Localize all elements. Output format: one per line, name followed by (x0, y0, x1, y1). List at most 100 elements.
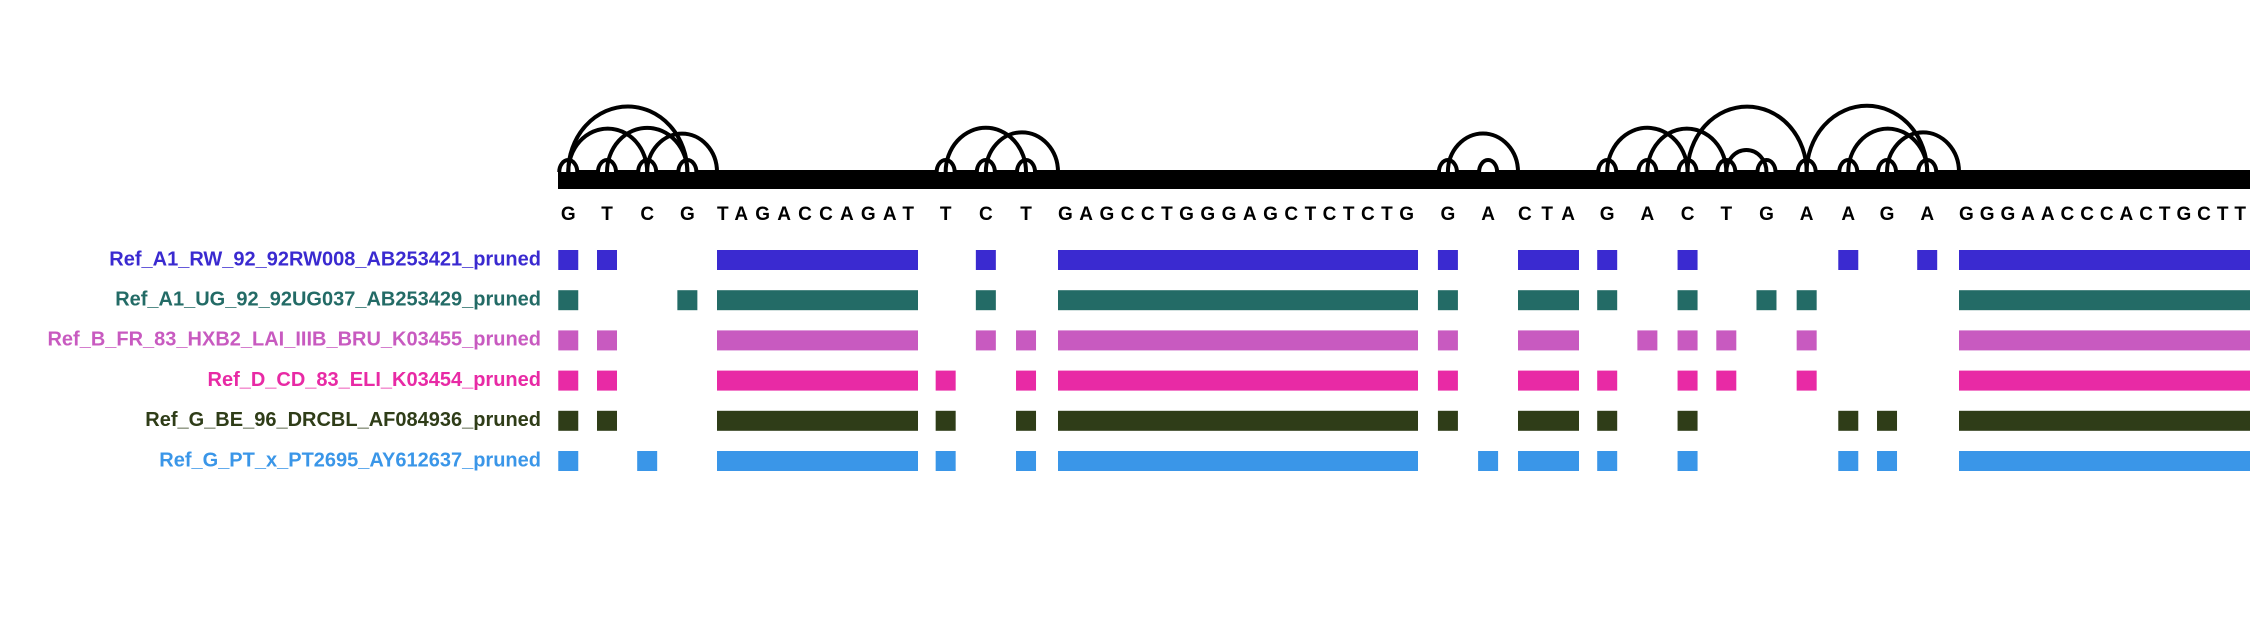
node-box (717, 370, 918, 391)
node-box (1877, 410, 1898, 431)
node-box (1838, 451, 1859, 471)
node-box (558, 330, 579, 351)
node-box (1437, 290, 1458, 311)
row-label: Ref_A1_UG_92_92UG037_AB253429_pruned (115, 288, 541, 310)
node-box (1959, 410, 2250, 431)
edge-arc (983, 130, 1060, 173)
base-label: G (1441, 204, 1456, 225)
node-box (1796, 330, 1817, 351)
base-label: A (1800, 204, 1814, 225)
base-label: TAGACCAGAT (717, 204, 914, 225)
edge-arc (1685, 104, 1809, 173)
node-box (935, 370, 956, 391)
node-box (1959, 451, 2250, 471)
node-box (717, 330, 918, 351)
node-box (1838, 250, 1859, 270)
node-box (975, 330, 996, 351)
node-box (1917, 250, 1938, 270)
row-label: Ref_G_PT_x_PT2695_AY612637_pruned (159, 449, 541, 471)
node-box (1058, 250, 1418, 270)
node-box (1959, 330, 2250, 351)
node-box (597, 370, 618, 391)
node-box (1058, 330, 1418, 351)
node-box (1677, 410, 1698, 431)
base-label: G (561, 204, 576, 225)
node-box (558, 410, 579, 431)
node-box (558, 250, 579, 270)
node-box (1597, 250, 1618, 270)
edge-arc (1645, 126, 1729, 173)
row-label: Ref_B_FR_83_HXB2_LAI_IIIB_BRU_K03455_pru… (47, 329, 541, 351)
node-box (677, 290, 698, 311)
node-box (558, 451, 579, 471)
base-label: A (1841, 204, 1855, 225)
base-label: A (1641, 204, 1655, 225)
edge-arc (1445, 131, 1520, 173)
base-label: C (979, 204, 993, 225)
node-box (1838, 410, 1859, 431)
edge-arc (1724, 148, 1769, 173)
node-box (717, 250, 918, 270)
edge-arc (1605, 125, 1690, 173)
row-label: Ref_G_BE_96_DRCBL_AF084936_pruned (145, 409, 541, 431)
node-box (1437, 330, 1458, 351)
base-label: G (1759, 204, 1774, 225)
base-label: CTA (1518, 204, 1575, 225)
base-label: T (940, 204, 952, 225)
node-box (1518, 330, 1579, 351)
edge-arc (1885, 130, 1961, 173)
base-label: C (640, 204, 654, 225)
node-box (558, 370, 579, 391)
node-box (935, 451, 956, 471)
node-box (975, 290, 996, 311)
node-box (1716, 330, 1737, 351)
node-box (1437, 250, 1458, 270)
node-box (1437, 370, 1458, 391)
node-box (1677, 250, 1698, 270)
node-box (1597, 410, 1618, 431)
node-box (1756, 290, 1777, 311)
base-label: G (680, 204, 695, 225)
node-box (597, 250, 618, 270)
node-box (1597, 370, 1618, 391)
base-label: T (1020, 204, 1032, 225)
node-box (1016, 451, 1037, 471)
node-box (1959, 250, 2250, 270)
node-box (1518, 451, 1579, 471)
base-label: A (1481, 204, 1495, 225)
node-box (975, 250, 996, 270)
base-label: GAGCCTGGGAGCTCTCTG (1058, 204, 1414, 225)
edge-arc (943, 125, 1029, 173)
node-box (1877, 451, 1898, 471)
node-box (1677, 290, 1698, 311)
backbone (558, 170, 2250, 189)
node-bump (1477, 158, 1500, 173)
node-box (1637, 330, 1658, 351)
edge-arc (1804, 104, 1930, 173)
node-box (1518, 370, 1579, 391)
node-box (637, 451, 658, 471)
node-box (935, 410, 956, 431)
edge-arc (1846, 127, 1930, 173)
node-box (1016, 330, 1037, 351)
node-box (1016, 370, 1037, 391)
node-box (1677, 370, 1698, 391)
node-box (1796, 370, 1817, 391)
node-box (1796, 290, 1817, 311)
node-box (597, 410, 618, 431)
node-box (717, 290, 918, 311)
node-box (1518, 410, 1579, 431)
base-label: A (1920, 204, 1934, 225)
base-label: C (1681, 204, 1695, 225)
node-box (1518, 290, 1579, 311)
base-label: G (1600, 204, 1615, 225)
node-box (1478, 451, 1499, 471)
row-label: Ref_D_CD_83_ELI_K03454_pruned (208, 369, 542, 391)
node-box (1016, 410, 1037, 431)
node-box (1597, 451, 1618, 471)
node-box (1716, 370, 1737, 391)
base-label: T (601, 204, 613, 225)
base-label: GGGAACCCACTGCTT (1959, 204, 2246, 225)
edge-arc (645, 131, 719, 173)
